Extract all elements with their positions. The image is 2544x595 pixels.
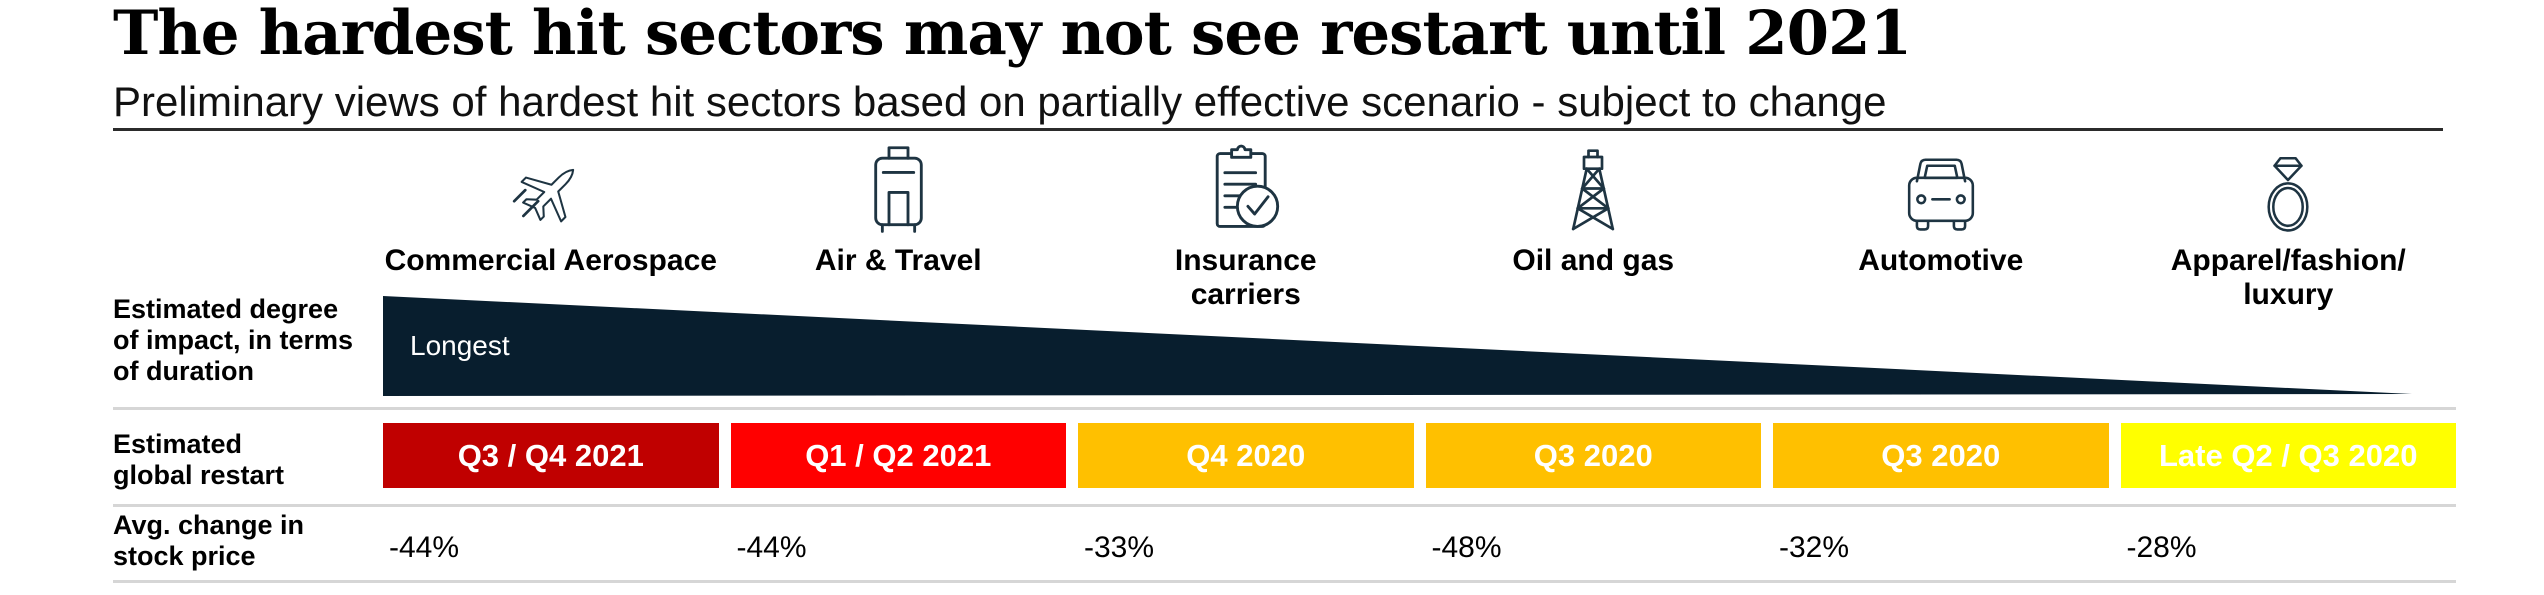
restart-bar: Q3 2020 bbox=[1773, 423, 2109, 488]
stock-change-value: -44% bbox=[389, 531, 460, 564]
sector-name: Oil and gas bbox=[1512, 244, 1675, 277]
stock-change-value: -48% bbox=[1431, 531, 1502, 564]
stock-change-value: -28% bbox=[2126, 531, 2197, 564]
impact-wedge-shape bbox=[383, 296, 2412, 396]
sector-name: Apparel/fashion/ luxury bbox=[2170, 244, 2406, 311]
restart-bar: Q3 2020 bbox=[1425, 423, 1761, 488]
restart-bar: Q3 / Q4 2021 bbox=[383, 423, 719, 488]
restart-row-label: Estimated global restart bbox=[113, 429, 285, 490]
luggage-icon bbox=[851, 136, 946, 238]
sector-column-aerospace: Commercial Aerospace bbox=[383, 136, 719, 312]
clipboard-check-icon bbox=[1198, 136, 1294, 238]
stock-change-value: -32% bbox=[1779, 531, 1850, 564]
sector-name: Commercial Aerospace bbox=[384, 244, 717, 277]
sector-column-automotive: Automotive bbox=[1773, 136, 2109, 312]
restart-bar: Q4 2020 bbox=[1078, 423, 1414, 488]
car-icon bbox=[1898, 136, 1984, 238]
stock-change-value: -33% bbox=[1084, 531, 1155, 564]
page-title: The hardest hit sectors may not see rest… bbox=[113, 0, 1912, 69]
restart-bar: Q1 / Q2 2021 bbox=[730, 423, 1066, 488]
sector-column-air-travel: Air & Travel bbox=[731, 136, 1067, 312]
header-divider bbox=[113, 128, 2443, 131]
sector-header-row: Commercial Aerospace Air & Travel bbox=[383, 136, 2456, 312]
ring-icon bbox=[2246, 136, 2330, 238]
impact-wedge-label: Longest bbox=[410, 330, 510, 361]
restart-bars-row: Q3 / Q4 2021 Q1 / Q2 2021 Q4 2020 Q3 202… bbox=[383, 423, 2456, 488]
stock-row-label: Avg. change in stock price bbox=[113, 510, 305, 571]
divider bbox=[113, 504, 2456, 507]
stock-values-row: -44% -44% -33% -48% -32% -28% bbox=[383, 531, 2456, 565]
sector-name: Automotive bbox=[1858, 244, 2024, 277]
impact-row-label: Estimated degree of impact, in terms of … bbox=[113, 294, 354, 386]
sector-column-apparel: Apparel/fashion/ luxury bbox=[2121, 136, 2457, 312]
impact-wedge bbox=[383, 296, 2412, 396]
divider bbox=[113, 580, 2456, 583]
sector-name: Air & Travel bbox=[814, 244, 982, 277]
restart-bar: Late Q2 / Q3 2020 bbox=[2120, 423, 2456, 488]
sector-column-oil-gas: Oil and gas bbox=[1426, 136, 1762, 312]
sector-column-insurance: Insurance carriers bbox=[1078, 136, 1414, 312]
stock-change-value: -44% bbox=[736, 531, 807, 564]
airplane-icon bbox=[505, 136, 597, 238]
divider bbox=[113, 407, 2456, 410]
sector-name: Insurance carriers bbox=[1174, 244, 1317, 311]
oil-derrick-icon bbox=[1548, 136, 1638, 238]
page-subtitle: Preliminary views of hardest hit sectors… bbox=[113, 78, 1887, 125]
